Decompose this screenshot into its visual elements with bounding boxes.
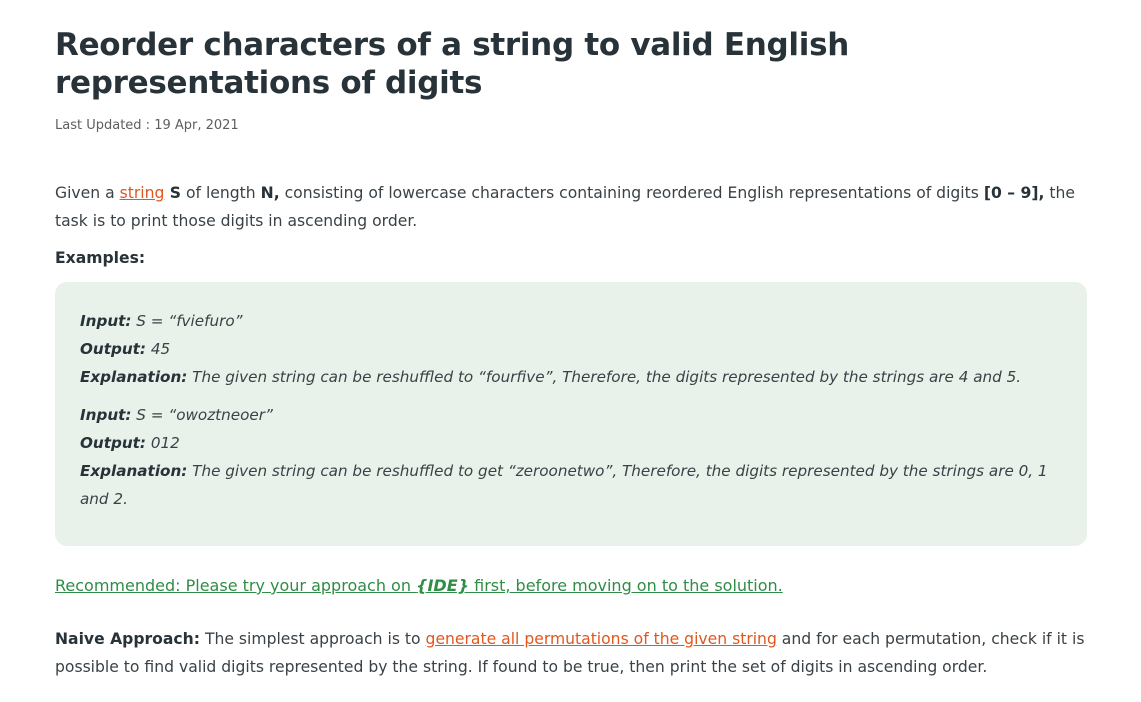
example-2-output: Output: 012 (80, 429, 1063, 457)
ide-link[interactable]: {IDE} (416, 576, 470, 595)
example-1-output: Output: 45 (80, 335, 1063, 363)
permutations-link[interactable]: generate all permutations of the given s… (425, 630, 777, 648)
intro-text-length: of length (181, 184, 261, 202)
intro-text-task: the task is to print those digits in asc… (55, 184, 1075, 230)
last-updated: Last Updated : 19 Apr, 2021 (55, 118, 239, 133)
page-title: Reorder characters of a string to valid … (55, 27, 850, 101)
output-value: 012 (146, 434, 180, 452)
explanation-label: Explanation: (80, 462, 188, 480)
intro-paragraph: Given a string S of length N, consisting… (55, 179, 1087, 235)
recommended-prefix: Recommended: Please try your approach on (55, 576, 417, 595)
intro-text-consisting: consisting of lowercase characters conta… (279, 184, 984, 202)
intro-s-var: S (164, 184, 182, 202)
input-value: S = “owoztneoer” (131, 406, 273, 424)
recommended-link[interactable]: Recommended: Please try your approach on… (55, 572, 783, 600)
example-2-explanation: Explanation: The given string can be res… (80, 457, 1063, 513)
recommended-suffix: first, before moving on to the solution. (469, 576, 783, 595)
examples-heading: Examples: (55, 249, 146, 267)
input-value: S = “fviefuro” (131, 312, 243, 330)
example-1: Input: S = “fviefuro” Output: 45 Explana… (80, 307, 1063, 391)
explanation-label: Explanation: (80, 368, 188, 386)
example-2-input: Input: S = “owoztneoer” (80, 401, 1063, 429)
naive-text-1: The simplest approach is to (200, 630, 426, 648)
string-link[interactable]: string (119, 184, 165, 202)
intro-text-given: Given a (55, 184, 120, 202)
input-label: Input: (80, 406, 132, 424)
explanation-value: The given string can be reshuffled to ge… (80, 462, 1048, 508)
naive-text-2: and for each permutation, check if it is… (55, 630, 1085, 676)
example-1-explanation: Explanation: The given string can be res… (80, 363, 1063, 391)
explanation-value: The given string can be reshuffled to “f… (187, 368, 1022, 386)
intro-n-var: N, (260, 184, 280, 202)
output-label: Output: (80, 434, 147, 452)
intro-digit-range: [0 – 9], (983, 184, 1045, 202)
example-2: Input: S = “owoztneoer” Output: 012 Expl… (80, 401, 1063, 513)
naive-approach-paragraph: Naive Approach: The simplest approach is… (55, 625, 1087, 681)
example-1-input: Input: S = “fviefuro” (80, 307, 1063, 335)
input-label: Input: (80, 312, 132, 330)
output-label: Output: (80, 340, 147, 358)
output-value: 45 (146, 340, 171, 358)
naive-approach-label: Naive Approach: (55, 630, 200, 648)
examples-box: Input: S = “fviefuro” Output: 45 Explana… (55, 282, 1087, 546)
